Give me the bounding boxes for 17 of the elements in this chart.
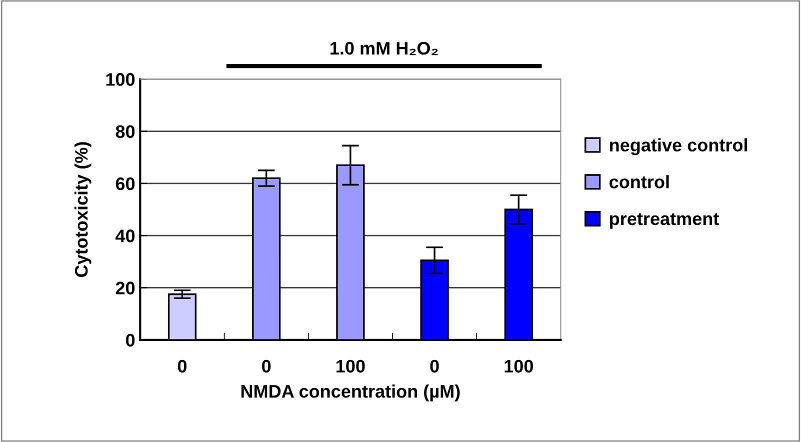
text: 1.0 mM H₂O₂ xyxy=(330,42,438,56)
x-tick-label: 0 xyxy=(262,360,271,373)
legend-label: control xyxy=(610,175,669,188)
y-axis-title: Cytotoxicity (%) xyxy=(74,142,92,277)
y-tick-label: 80 xyxy=(116,125,135,138)
y-tick-label: 100 xyxy=(106,73,135,86)
y-tick-label: 0 xyxy=(126,334,135,347)
x-tick-label: 0 xyxy=(430,360,439,373)
y-tick-label: 40 xyxy=(116,230,135,242)
x-tick-label: 100 xyxy=(504,360,533,373)
legend-label: negative control xyxy=(610,138,748,156)
legend-label: pretreatment xyxy=(610,213,719,229)
x-axis-title: NMDA concentration (µM) xyxy=(241,384,460,402)
y-tick-label: 20 xyxy=(116,282,135,294)
y-tick-label: 60 xyxy=(116,177,135,190)
x-tick-label: 100 xyxy=(336,360,365,373)
x-tick-label: 0 xyxy=(178,360,187,373)
